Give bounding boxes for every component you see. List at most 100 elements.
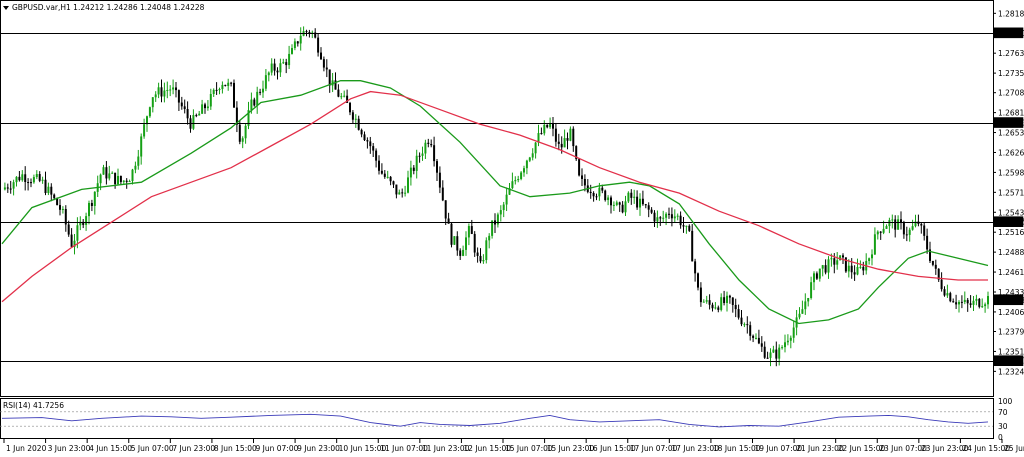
rsi-panel: 100 70 30 0 xyxy=(0,397,1013,442)
candle-body xyxy=(151,97,154,108)
candle-body xyxy=(409,167,412,178)
candle-body xyxy=(676,215,679,217)
candle-body xyxy=(183,106,186,110)
candle-body xyxy=(781,347,784,349)
candle-body xyxy=(456,236,459,251)
candle-body xyxy=(85,216,88,225)
candle-body xyxy=(61,208,64,210)
candle-body xyxy=(525,160,528,169)
candle-body xyxy=(41,179,44,181)
candle-body xyxy=(450,223,453,245)
candle-body xyxy=(871,254,873,259)
candle-body xyxy=(572,128,575,147)
candle-body xyxy=(479,255,482,262)
candle-body xyxy=(119,175,122,182)
candle-body xyxy=(557,141,560,144)
candle-body xyxy=(740,317,743,325)
candle-body xyxy=(514,180,517,182)
candle-body xyxy=(172,87,175,90)
candle-body xyxy=(114,172,117,185)
candle-body xyxy=(267,72,270,76)
candle-body xyxy=(963,299,966,302)
candle-body xyxy=(531,153,534,158)
candle-body xyxy=(772,349,775,353)
candle-body xyxy=(134,165,137,170)
candle-body xyxy=(882,228,885,233)
candle-body xyxy=(926,235,929,250)
candle-body xyxy=(395,184,398,195)
candle-body xyxy=(902,222,905,235)
candle-body xyxy=(438,172,441,188)
candle-body xyxy=(496,214,499,225)
candle-body xyxy=(914,221,917,227)
candle-body xyxy=(459,250,462,256)
candle-body xyxy=(960,301,963,303)
horizontal-levels-layer[interactable] xyxy=(0,33,993,362)
candle-body xyxy=(842,255,844,258)
candle-body xyxy=(328,69,331,86)
candle-body xyxy=(563,138,566,148)
candle-body xyxy=(717,307,720,310)
candle-body xyxy=(653,212,656,222)
candle-body xyxy=(789,337,792,341)
candle-body xyxy=(372,146,375,151)
time-tick-label: 18 Jun 15:00 xyxy=(713,444,761,453)
candle-body xyxy=(325,67,328,70)
candle-body xyxy=(665,213,668,218)
candle-body xyxy=(905,234,908,236)
price-tick-label: 1.24335 xyxy=(998,288,1024,297)
candle-body xyxy=(259,91,262,93)
candle-body xyxy=(175,87,177,91)
candle-body xyxy=(546,124,549,128)
candle-body xyxy=(192,115,195,129)
candle-body xyxy=(760,343,763,347)
candle-body xyxy=(88,202,90,217)
candle-body xyxy=(734,304,737,310)
candle-body xyxy=(349,102,351,113)
candle-body xyxy=(804,301,807,310)
candle-body xyxy=(621,204,624,213)
candle-body xyxy=(128,181,131,183)
candle-body xyxy=(401,192,404,194)
main-plot-frame xyxy=(0,0,994,397)
candle-body xyxy=(708,300,711,305)
candle-body xyxy=(50,186,53,195)
time-tick-label: 17 Jun 07:00 xyxy=(630,444,678,453)
candle-body xyxy=(392,181,395,185)
time-tick-label: 23 Jun 23:00 xyxy=(921,444,969,453)
price-tick-label: 1.25710 xyxy=(998,188,1024,197)
candle-body xyxy=(204,104,206,109)
rsi-tick-label: 70 xyxy=(998,408,1008,417)
candle-body xyxy=(378,160,380,171)
candle-body xyxy=(946,293,949,296)
candle-body xyxy=(44,179,47,194)
time-tick-label: 19 Jun 07:00 xyxy=(755,444,803,453)
candle-body xyxy=(763,346,766,358)
price-label-text: 1.27911 xyxy=(996,29,1024,38)
candles-layer xyxy=(3,26,989,367)
candle-body xyxy=(305,31,308,33)
price-tick-label: 1.26810 xyxy=(998,109,1024,118)
candle-body xyxy=(952,301,955,303)
candle-body xyxy=(868,258,871,261)
candle-body xyxy=(784,342,786,348)
rsi-tick-label: 0 xyxy=(998,433,1003,442)
candle-body xyxy=(955,302,958,305)
price-label-text: 1.24228 xyxy=(996,296,1024,305)
candle-body xyxy=(169,89,172,91)
candle-body xyxy=(775,349,778,359)
candle-body xyxy=(876,231,879,235)
candle-body xyxy=(650,209,653,213)
price-label-text: 1.25305 xyxy=(996,218,1024,227)
rsi-tick-label: 100 xyxy=(998,397,1013,406)
candle-body xyxy=(830,258,833,260)
triangle-down-icon[interactable] xyxy=(3,6,9,10)
candle-body xyxy=(821,265,824,269)
candle-body xyxy=(235,107,238,125)
candle-body xyxy=(102,167,105,175)
candle-body xyxy=(195,115,198,117)
candle-body xyxy=(70,234,73,247)
candle-body xyxy=(488,235,491,241)
